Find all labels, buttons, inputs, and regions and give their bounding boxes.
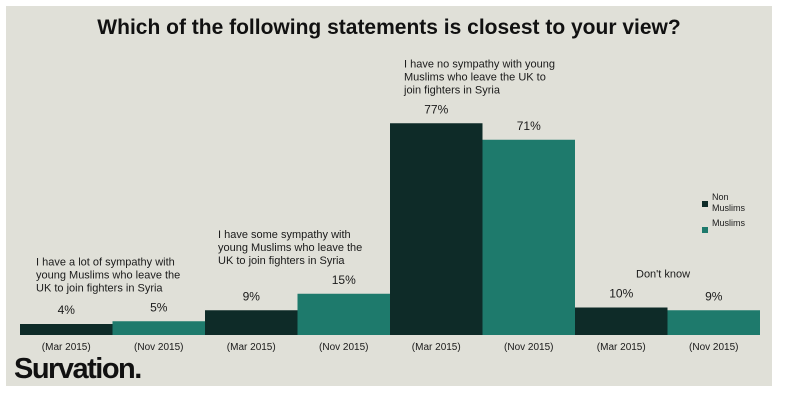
value-label: 5% — [150, 300, 168, 314]
legend-label: Muslims — [712, 203, 745, 213]
category-label: Don't know — [636, 269, 690, 281]
bar-chart: 4% (Mar 2015) 5% (Nov 2015) I have a lot of … — [20, 58, 760, 353]
category-label: young Muslims who leave the — [218, 242, 362, 254]
category-label: UK to join fighters in Syria — [36, 282, 163, 294]
chart-panel: Which of the following statements is clo… — [6, 6, 772, 386]
value-label: 15% — [332, 273, 356, 287]
category-label: UK to join fighters in Syria — [218, 255, 345, 267]
bar-group-3-mar-2015 — [390, 123, 483, 335]
brand-logo: Survation. — [14, 353, 142, 385]
value-label: 9% — [705, 289, 723, 303]
x-tick-label: (Nov 2015) — [689, 342, 738, 353]
bar-group-2-mar-2015 — [205, 310, 298, 335]
category-label: I have no sympathy with young — [404, 58, 555, 70]
x-tick-label: (Nov 2015) — [319, 342, 368, 353]
category-label: I have a lot of sympathy with — [36, 256, 175, 268]
category-label: Muslims who leave the UK to — [404, 71, 546, 83]
category-label: join fighters in Syria — [403, 84, 501, 96]
value-label: 77% — [424, 102, 448, 116]
bar-group-4-nov-2015 — [667, 310, 760, 335]
bar-group-2-nov-2015 — [297, 293, 390, 335]
value-label: 71% — [517, 119, 541, 133]
chart-title: Which of the following statements is clo… — [97, 16, 681, 39]
bar-group-1-nov-2015 — [112, 321, 205, 335]
value-label: 4% — [58, 303, 76, 317]
value-label: 10% — [609, 287, 633, 301]
legend-swatch-muslims — [702, 227, 708, 233]
legend-label: Non — [712, 192, 729, 202]
bar-group-3-nov-2015 — [482, 139, 575, 335]
category-label: young Muslims who leave the — [36, 269, 180, 281]
value-label: 9% — [243, 289, 261, 303]
legend-swatch-non_muslims — [702, 201, 708, 207]
category-label: I have some sympathy with — [218, 229, 351, 241]
bar-group-4-mar-2015 — [575, 307, 668, 335]
x-tick-label: (Mar 2015) — [42, 342, 91, 353]
legend-label: Muslims — [712, 218, 745, 228]
bar-group-1-mar-2015 — [20, 324, 113, 335]
x-tick-label: (Nov 2015) — [134, 342, 183, 353]
x-tick-label: (Nov 2015) — [504, 342, 553, 353]
x-tick-label: (Mar 2015) — [597, 342, 646, 353]
x-tick-label: (Mar 2015) — [227, 342, 276, 353]
x-tick-label: (Mar 2015) — [412, 342, 461, 353]
